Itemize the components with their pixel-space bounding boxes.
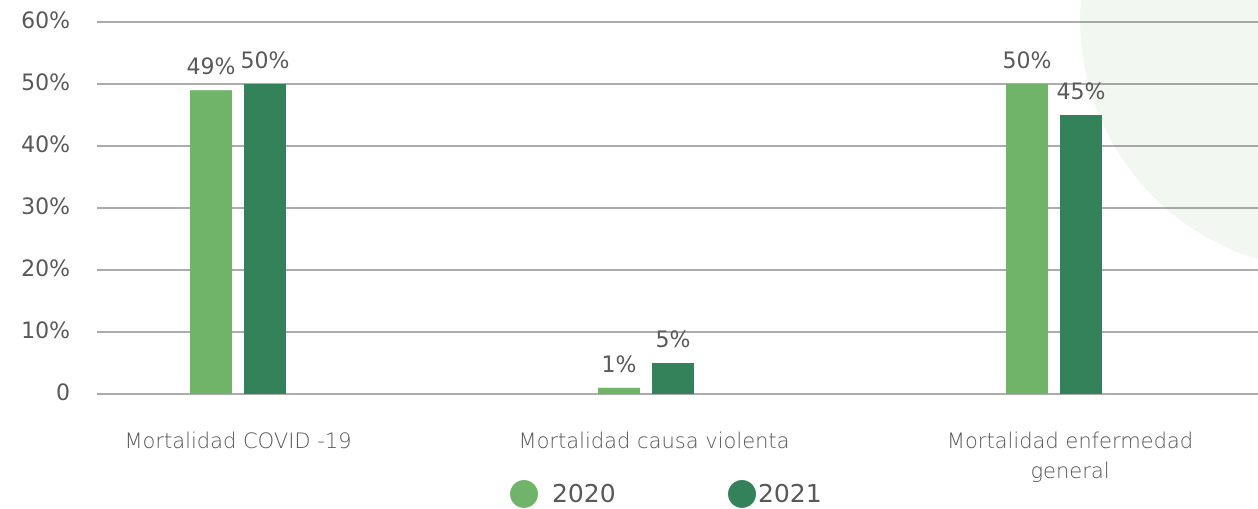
- bar: [652, 363, 694, 394]
- data-label: 50%: [1003, 49, 1052, 74]
- bar: [1006, 84, 1048, 394]
- bar: [1060, 115, 1102, 394]
- bar: [190, 90, 232, 394]
- x-tick-label: Mortalidad COVID -19: [124, 429, 352, 453]
- data-label: 45%: [1057, 80, 1106, 105]
- legend-marker: [510, 480, 538, 508]
- x-tick-label: Mortalidad causa violenta: [518, 429, 790, 453]
- data-label: 5%: [656, 328, 691, 353]
- y-tick-label: 0: [56, 381, 70, 406]
- data-label: 49%: [187, 55, 236, 80]
- x-tick-label: Mortalidad enfermedad general: [946, 429, 1194, 483]
- bar: [244, 84, 286, 394]
- y-tick-label: 50%: [21, 71, 70, 96]
- y-tick-label: 10%: [21, 319, 70, 344]
- y-tick-label: 40%: [21, 133, 70, 158]
- y-tick-label: 30%: [21, 195, 70, 220]
- y-tick-label: 60%: [21, 9, 70, 34]
- y-tick-label: 20%: [21, 257, 70, 282]
- background-circle: [1080, 0, 1258, 260]
- data-label: 1%: [602, 353, 637, 378]
- bar: [598, 387, 640, 394]
- legend-marker: [728, 480, 756, 508]
- data-label: 50%: [241, 49, 290, 74]
- legend-label: 2021: [758, 479, 822, 508]
- legend-label: 2020: [552, 479, 616, 508]
